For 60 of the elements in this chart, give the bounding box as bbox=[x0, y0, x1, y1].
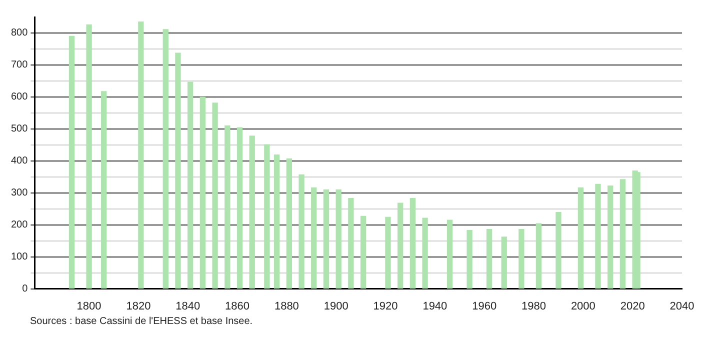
y-tick-label: 300 bbox=[10, 188, 28, 199]
bar bbox=[385, 216, 391, 289]
y-tick-label: 0 bbox=[22, 284, 28, 295]
bar bbox=[422, 218, 428, 289]
bar bbox=[501, 236, 507, 289]
bar bbox=[620, 179, 626, 289]
bar bbox=[360, 216, 366, 289]
y-tick-label: 200 bbox=[10, 220, 28, 231]
bar bbox=[398, 202, 404, 289]
bar bbox=[264, 144, 270, 289]
bar bbox=[175, 52, 181, 289]
bar bbox=[86, 24, 92, 289]
bar bbox=[274, 154, 280, 289]
bar bbox=[518, 228, 524, 289]
y-tick-label: 400 bbox=[10, 156, 28, 167]
source-note: Sources : base Cassini de l'EHESS et base Insee. bbox=[30, 316, 254, 327]
bar bbox=[556, 212, 562, 289]
x-tick-label: 2020 bbox=[620, 300, 645, 312]
bar bbox=[138, 21, 144, 289]
bar bbox=[236, 127, 243, 289]
x-tick-label: 1800 bbox=[76, 300, 102, 312]
bar bbox=[595, 184, 601, 289]
bar bbox=[536, 223, 542, 289]
bar bbox=[348, 198, 354, 289]
bar bbox=[634, 172, 640, 289]
bar bbox=[286, 158, 292, 289]
y-tick-label: 800 bbox=[10, 28, 28, 39]
bar bbox=[486, 228, 492, 289]
bar bbox=[188, 82, 194, 289]
y-tick-label: 500 bbox=[10, 124, 28, 135]
bar bbox=[101, 91, 107, 289]
bar bbox=[466, 230, 472, 289]
bar bbox=[68, 36, 75, 289]
x-tick-label: 1940 bbox=[422, 300, 448, 312]
x-tick-label: 2040 bbox=[670, 300, 694, 312]
x-tick-label: 1880 bbox=[274, 300, 299, 312]
x-tick-label: 1900 bbox=[324, 300, 348, 312]
bar bbox=[212, 102, 218, 289]
x-tick-label: 1920 bbox=[373, 300, 398, 312]
y-tick-label: 100 bbox=[10, 252, 28, 263]
x-tick-label: 1960 bbox=[472, 300, 497, 312]
bar bbox=[578, 187, 584, 289]
bar bbox=[446, 220, 453, 289]
y-tick-label: 700 bbox=[10, 60, 28, 71]
bar bbox=[336, 189, 342, 289]
bar bbox=[410, 198, 416, 289]
bar bbox=[323, 189, 330, 289]
bar bbox=[249, 136, 255, 289]
x-tick-label: 1820 bbox=[126, 300, 151, 312]
bar bbox=[608, 186, 614, 289]
x-tick-label: 1860 bbox=[225, 300, 250, 312]
x-tick-label: 1980 bbox=[522, 300, 546, 312]
bar bbox=[311, 187, 317, 289]
x-tick-label: 1840 bbox=[176, 300, 200, 312]
y-tick-label: 600 bbox=[10, 92, 28, 103]
x-tick-label: 2000 bbox=[570, 300, 596, 312]
bar bbox=[298, 174, 304, 289]
bar bbox=[200, 96, 206, 289]
bar bbox=[224, 125, 230, 289]
bar bbox=[162, 29, 168, 289]
